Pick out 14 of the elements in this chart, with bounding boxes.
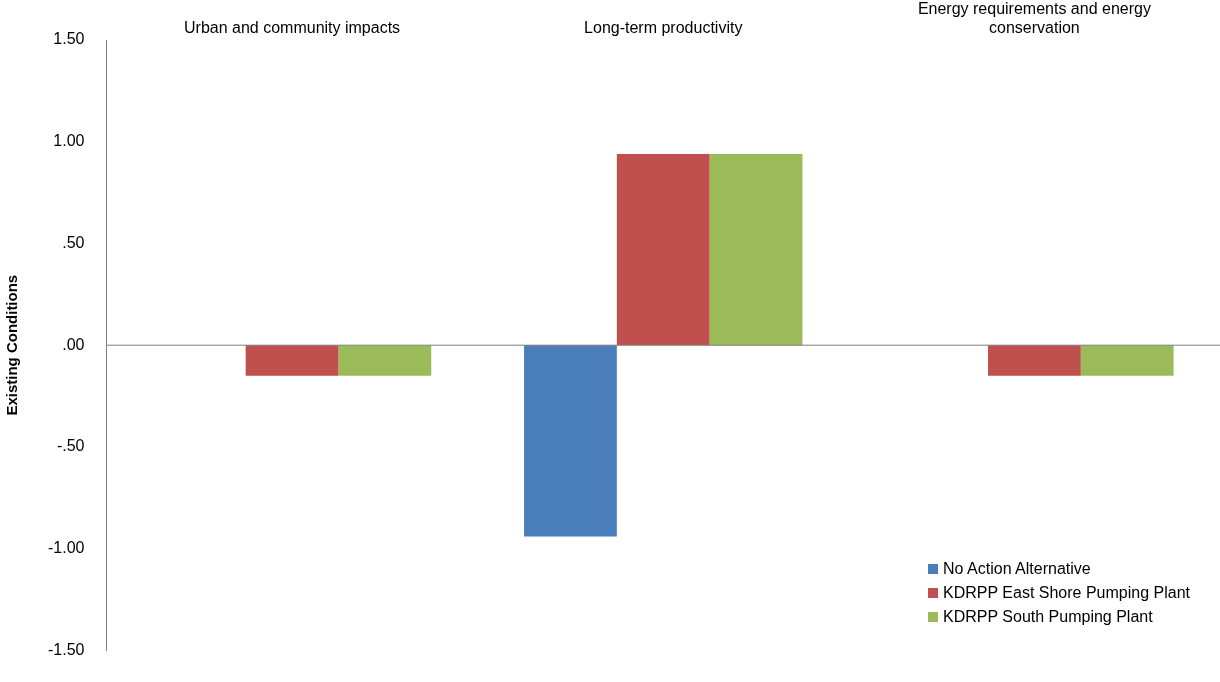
x-tick-label: Urban and community impacts (184, 19, 401, 37)
x-tick-label: Long-term productivity (584, 19, 743, 37)
legend-label: No Action Alternative (943, 560, 1091, 578)
x-tick-label: Energy requirements and energy conservation (917, 0, 1151, 37)
y-tick-label: -.50 (56, 437, 85, 455)
y-tick-label: 1.50 (53, 30, 85, 48)
y-tick-label: -1.50 (48, 640, 85, 658)
legend-label: KDRPP South Pumping Plant (943, 608, 1153, 626)
y-tick-label: .50 (62, 233, 85, 251)
y-tick-label: .00 (62, 335, 85, 353)
y-tick-label: -1.00 (48, 539, 85, 557)
y-tick-label: 1.00 (53, 132, 85, 150)
legend-label: KDRPP East Shore Pumping Plant (943, 584, 1190, 602)
y-axis-title: Existing Conditions (3, 274, 21, 416)
